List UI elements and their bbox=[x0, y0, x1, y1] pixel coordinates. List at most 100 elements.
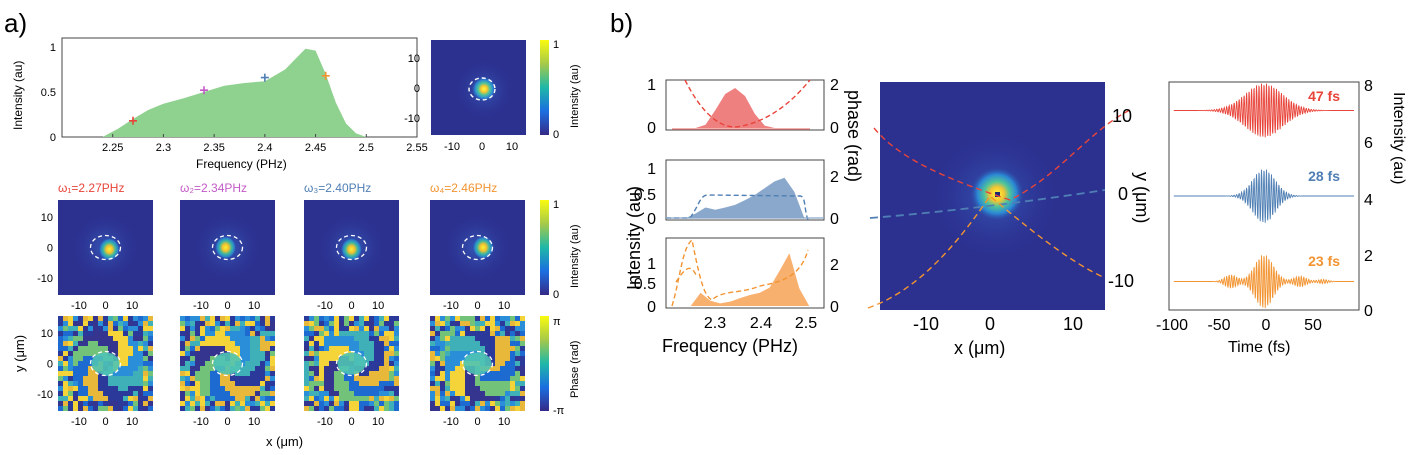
spectrum-ytick-3: 1 bbox=[50, 42, 56, 54]
phase-cell bbox=[148, 376, 153, 381]
phase-cell bbox=[195, 326, 200, 331]
phase-core-1 bbox=[91, 352, 120, 375]
phase-cell bbox=[133, 391, 138, 396]
phase-cell bbox=[329, 376, 334, 381]
phase-cell bbox=[83, 341, 88, 346]
phase-cell bbox=[235, 381, 240, 386]
phase-cell bbox=[250, 351, 255, 356]
reference-beam-map: 10 0 -10 -10 0 10 1 0 Intensity (au) bbox=[404, 39, 581, 153]
phase-cell bbox=[505, 376, 510, 381]
phase-cell bbox=[245, 331, 250, 336]
phase-cell bbox=[394, 326, 399, 331]
phase-cell bbox=[63, 321, 68, 326]
phase-cell bbox=[215, 386, 220, 391]
phase-cell bbox=[190, 351, 195, 356]
phase-cell bbox=[394, 381, 399, 386]
phase-cell bbox=[133, 401, 138, 406]
phase-cell bbox=[63, 396, 68, 401]
phase-cell bbox=[245, 336, 250, 341]
ph-ytick-3: -10 bbox=[37, 389, 53, 401]
phase-cell bbox=[394, 391, 399, 396]
phase-cell bbox=[215, 376, 220, 381]
phase-cell bbox=[369, 316, 374, 321]
phase-cell bbox=[265, 351, 270, 356]
phase-cell bbox=[389, 396, 394, 401]
phase-cell bbox=[339, 406, 344, 411]
phase-cell bbox=[88, 401, 93, 406]
phase-cell bbox=[369, 366, 374, 371]
phase-cell bbox=[374, 401, 379, 406]
phase-cell bbox=[205, 316, 210, 321]
phase-cell bbox=[520, 386, 525, 391]
bspec-xlabel: Frequency (PHz) bbox=[662, 336, 798, 356]
bspec-xtick-1: 2.3 bbox=[704, 315, 726, 332]
phase-cell bbox=[195, 331, 200, 336]
phase-cell bbox=[354, 396, 359, 401]
phase-cell bbox=[485, 386, 490, 391]
phase-cell bbox=[480, 401, 485, 406]
phase-cell bbox=[304, 351, 309, 356]
phase-cell bbox=[359, 381, 364, 386]
phase-cell bbox=[190, 391, 195, 396]
phase-cell bbox=[430, 321, 435, 326]
phase-cell bbox=[354, 331, 359, 336]
phase-cell bbox=[103, 316, 108, 321]
phase-cell bbox=[210, 346, 215, 351]
phase-cell bbox=[450, 331, 455, 336]
phase-cell bbox=[470, 331, 475, 336]
phase-cell bbox=[123, 361, 128, 366]
phase-cell bbox=[220, 381, 225, 386]
phase-cell bbox=[384, 371, 389, 376]
int-xtick-2-2: 0 bbox=[224, 300, 230, 312]
phase-cell bbox=[314, 351, 319, 356]
phase-cell bbox=[344, 321, 349, 326]
phase-cell bbox=[440, 406, 445, 411]
phase-cell bbox=[394, 331, 399, 336]
phase-cell bbox=[108, 331, 113, 336]
phase-cell bbox=[339, 326, 344, 331]
phase-cell bbox=[500, 386, 505, 391]
phase-cell bbox=[495, 321, 500, 326]
phase-cell bbox=[63, 361, 68, 366]
phase-cell bbox=[108, 406, 113, 411]
phase-cell bbox=[379, 346, 384, 351]
phase-cell bbox=[430, 351, 435, 356]
phase-cell bbox=[205, 331, 210, 336]
phase-cell bbox=[255, 366, 260, 371]
phase-cell bbox=[250, 396, 255, 401]
phase-cell bbox=[185, 316, 190, 321]
phase-cell bbox=[225, 406, 230, 411]
phase-cell bbox=[240, 386, 245, 391]
phase-cell bbox=[369, 406, 374, 411]
phase-cell bbox=[260, 361, 265, 366]
phase-cell bbox=[240, 381, 245, 386]
phase-cell bbox=[319, 376, 324, 381]
phase-cell bbox=[260, 341, 265, 346]
phase-cell bbox=[460, 336, 465, 341]
phase-cell bbox=[490, 336, 495, 341]
spectrum-orange bbox=[690, 253, 810, 306]
phase-cell bbox=[339, 346, 344, 351]
phase-cell bbox=[344, 336, 349, 341]
phase-cell bbox=[245, 341, 250, 346]
phase-cell bbox=[364, 356, 369, 361]
phase-cell bbox=[68, 341, 73, 346]
phase-cell bbox=[58, 391, 63, 396]
phase-cell bbox=[113, 406, 118, 411]
phase-cell bbox=[98, 391, 103, 396]
phase-cell bbox=[200, 366, 205, 371]
phase-cell bbox=[440, 401, 445, 406]
phase-cell bbox=[440, 351, 445, 356]
phase-cell bbox=[495, 336, 500, 341]
phase-cell bbox=[394, 336, 399, 341]
phase-cell bbox=[465, 381, 470, 386]
phase-cell bbox=[520, 381, 525, 386]
phase-cell bbox=[128, 361, 133, 366]
phase-cell bbox=[445, 336, 450, 341]
phase-cell bbox=[470, 401, 475, 406]
phase-cell bbox=[485, 406, 490, 411]
phase-cell bbox=[374, 346, 379, 351]
phase-cell bbox=[128, 341, 133, 346]
phase-cell bbox=[359, 346, 364, 351]
phase-cell bbox=[93, 371, 98, 376]
